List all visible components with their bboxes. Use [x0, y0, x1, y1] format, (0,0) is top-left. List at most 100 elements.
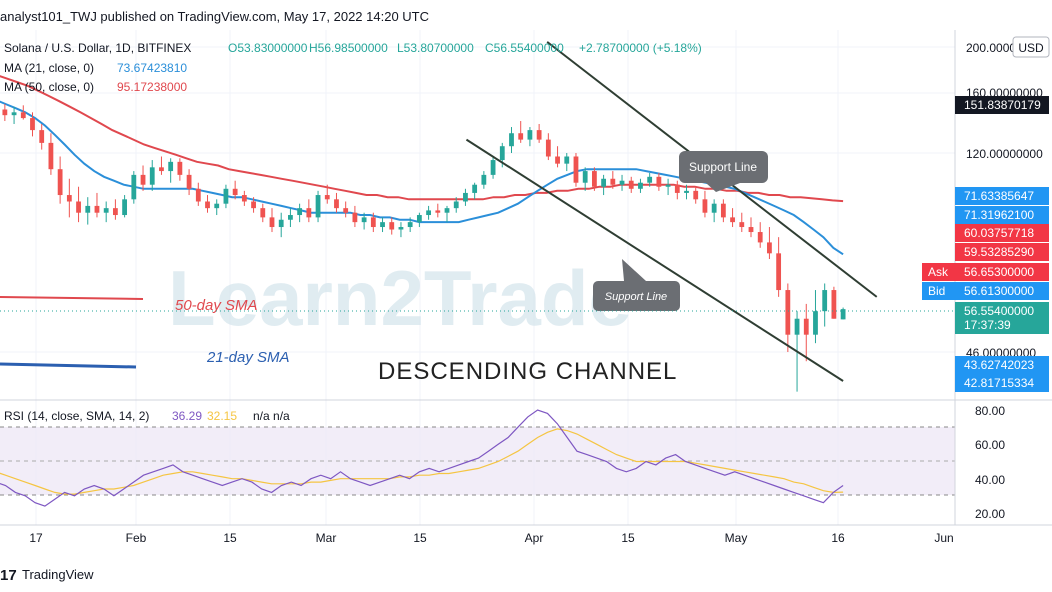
candle-body	[30, 118, 35, 131]
price-tag-ask: Ask	[928, 265, 949, 279]
sma21-annotation: 21-day SMA	[206, 349, 290, 366]
candle	[306, 199, 312, 223]
candle	[831, 286, 837, 319]
ma50-legend[interactable]: MA (50, close, 0) 95.17238000	[4, 80, 187, 94]
candle-body	[684, 190, 689, 193]
candle-body	[463, 192, 468, 202]
candle-body	[619, 180, 625, 185]
ma21-legend[interactable]: MA (21, close, 0) 73.67423810	[4, 61, 187, 75]
candle	[481, 171, 487, 189]
candle	[582, 167, 588, 191]
candle	[269, 208, 275, 233]
candle	[214, 199, 220, 216]
candle	[610, 171, 616, 189]
candle	[251, 197, 256, 213]
candle-body	[103, 208, 109, 213]
candle-body	[260, 208, 266, 218]
candle	[122, 195, 128, 218]
ma50-line	[0, 75, 844, 203]
candle	[260, 203, 266, 223]
support-line-label: Support Line	[605, 291, 667, 303]
candle	[11, 106, 17, 125]
price-label-box	[955, 187, 1049, 205]
candle	[674, 180, 680, 200]
candle-body	[361, 217, 367, 223]
ohlc-open: O53.83000000	[228, 41, 308, 55]
channel-line-lower[interactable]	[465, 138, 844, 382]
candle-body	[223, 188, 229, 204]
candle-body	[453, 201, 459, 209]
candle-body	[610, 178, 616, 185]
sma50-annotation: 50-day SMA	[175, 297, 258, 314]
candle	[748, 217, 754, 238]
price-label-box	[955, 374, 1049, 392]
candle-body	[39, 130, 45, 143]
candle-body	[647, 176, 653, 183]
tradingview-logo[interactable]: 17 TradingView	[0, 567, 94, 584]
candle-body	[407, 222, 413, 228]
candle-body	[112, 208, 118, 216]
price-labels: 151.83870179 71.63385647 71.31962100 60.037…	[0, 96, 1049, 392]
price-label-text: 17:37:39	[964, 318, 1011, 332]
candle-body	[435, 210, 441, 213]
rsi-axis[interactable]: 80.00 60.00 40.00 20.00	[975, 404, 1005, 521]
candle	[656, 172, 662, 191]
candle	[334, 192, 339, 213]
candle	[241, 190, 247, 206]
time-tick: 16	[831, 531, 845, 545]
candle-body	[241, 195, 247, 202]
candle	[628, 176, 634, 193]
candle-body	[509, 133, 514, 147]
ma21-label: MA (21, close, 0)	[4, 61, 94, 75]
candle-body	[370, 217, 376, 228]
candle	[591, 167, 597, 191]
candle-body	[380, 222, 385, 228]
candle-body	[122, 199, 128, 216]
candle	[315, 190, 321, 223]
support-line-callout-upper[interactable]: Support Line	[679, 151, 768, 192]
candle	[232, 180, 238, 200]
price-label-box	[955, 206, 1049, 224]
candle	[702, 190, 708, 218]
currency-button[interactable]: USD	[1012, 36, 1050, 58]
candle-body	[140, 174, 146, 185]
candle	[416, 212, 422, 228]
candle	[140, 165, 146, 191]
rsi-tick: 80.00	[975, 404, 1005, 418]
candle-body	[711, 203, 717, 213]
price-label-text: 43.62742023	[964, 358, 1034, 372]
candle-body	[767, 242, 772, 254]
time-tick: Apr	[525, 531, 544, 545]
rsi-sma-line	[0, 428, 844, 495]
candle-body	[628, 180, 634, 189]
rsi-tick: 20.00	[975, 507, 1005, 521]
candle	[361, 212, 367, 230]
price-label-box	[955, 263, 1049, 281]
candle	[20, 105, 26, 120]
learn2trade-watermark: Learn2Trade	[168, 254, 632, 342]
price-label-text: 42.81715334	[964, 376, 1034, 390]
candle	[720, 199, 726, 223]
candle-body	[794, 318, 800, 335]
time-axis[interactable]: 17 Feb 15 Mar 15 Apr 15 May 16 Jun	[29, 531, 953, 545]
price-label-box	[955, 224, 1049, 242]
symbol-legend[interactable]: Solana / U.S. Dollar, 1D, BITFINEX O53.8…	[4, 41, 702, 55]
candle-body	[149, 167, 155, 185]
time-tick: May	[725, 531, 748, 545]
candle-body	[481, 174, 487, 185]
candle-body	[601, 178, 607, 187]
candle	[195, 182, 201, 206]
price-label-box	[955, 243, 1049, 261]
candle	[94, 192, 100, 218]
rsi-legend[interactable]: RSI (14, close, SMA, 14, 2) 36.29 32.15 …	[4, 409, 290, 423]
candle	[767, 227, 772, 260]
candle	[711, 199, 717, 223]
candle	[39, 124, 45, 150]
candle-body	[748, 227, 754, 233]
candle	[840, 307, 846, 320]
rsi-tick: 40.00	[975, 473, 1005, 487]
candle-body	[66, 195, 72, 202]
candle-body	[177, 161, 183, 175]
support-line-callout-lower[interactable]: Support Line	[593, 259, 680, 311]
